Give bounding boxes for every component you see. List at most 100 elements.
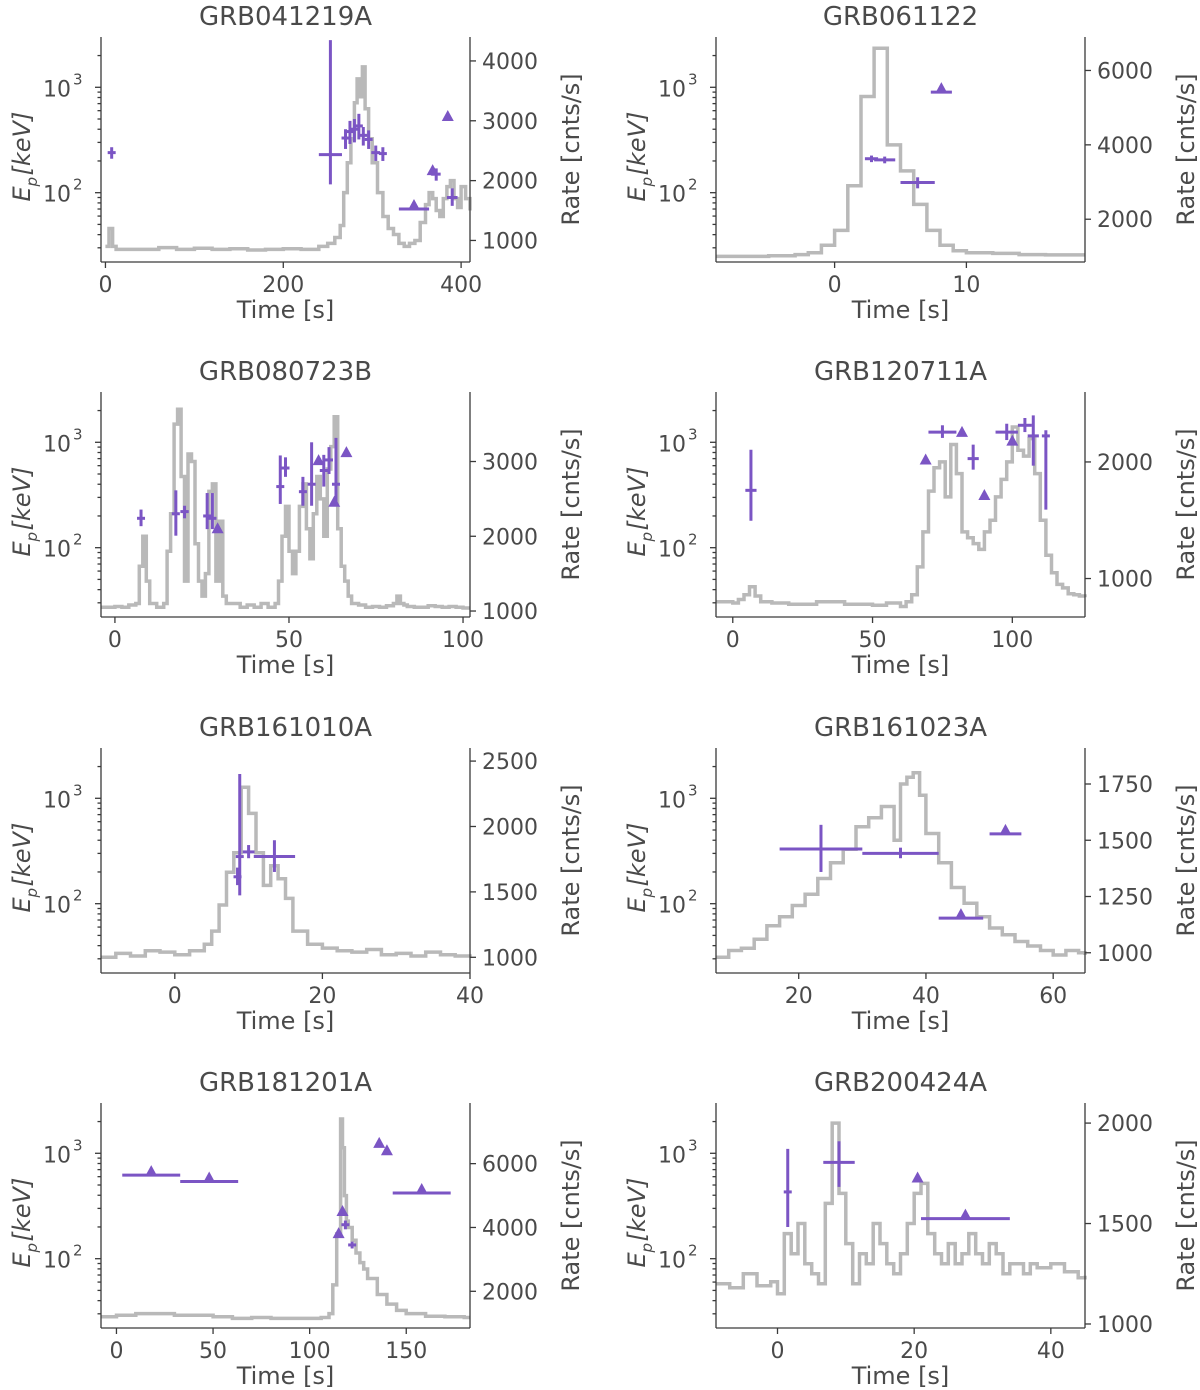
lower-limit-marker xyxy=(336,1204,349,1216)
ep-point xyxy=(967,444,979,470)
ep-point xyxy=(900,177,935,189)
y-left-tick-label: 10 xyxy=(43,183,71,208)
y-right-tick-label: 2000 xyxy=(482,170,538,195)
ep-point xyxy=(378,147,387,161)
lower-limit-marker xyxy=(415,1182,428,1194)
right-axis-label: Rate [cnts/s] xyxy=(1172,428,1200,580)
lower-limit-marker xyxy=(373,1136,386,1148)
panel-title: GRB161010A xyxy=(199,713,372,743)
lower-limit-marker xyxy=(978,488,991,500)
ep-label-main: E xyxy=(8,897,36,913)
y-right-tick-label: 4000 xyxy=(482,50,538,75)
ep-point xyxy=(350,119,359,143)
lower-limit-marker xyxy=(426,164,439,176)
y-left-tick-label: 10 xyxy=(43,538,71,563)
ep-point xyxy=(137,509,146,527)
left-axis-label: Ep[keV] xyxy=(8,112,41,202)
ep-point xyxy=(325,447,334,475)
ep-point xyxy=(203,493,212,530)
x-tick-label: 0 xyxy=(109,1339,123,1364)
ep-point xyxy=(298,476,307,506)
ep-label-sub: p xyxy=(638,1243,656,1254)
ep-lower-limit xyxy=(398,199,430,211)
right-axis-label: Rate [cnts/s] xyxy=(557,428,585,580)
x-axis-label: Time [s] xyxy=(236,651,335,679)
y-right-tick-label: 4000 xyxy=(1097,134,1153,159)
ep-label-main: E xyxy=(623,186,651,202)
y-right-tick-label: 3000 xyxy=(482,110,538,135)
ep-label-unit: [keV] xyxy=(8,112,36,176)
x-tick-label: 0 xyxy=(108,628,122,653)
y-right-tick-label: 1000 xyxy=(1097,568,1153,593)
light-curve xyxy=(105,65,472,252)
ep-point xyxy=(779,824,863,872)
ep-label-main: E xyxy=(623,541,651,557)
ep-point xyxy=(307,442,316,506)
y-left-tick-exponent: 3 xyxy=(688,1136,698,1154)
lower-limit-marker xyxy=(332,1227,345,1239)
y-left-tick-exponent: 2 xyxy=(688,887,698,905)
y-left-tick-label: 10 xyxy=(658,183,686,208)
ep-label-main: E xyxy=(623,1252,651,1268)
ep-point xyxy=(242,845,255,859)
ep-label-sub: p xyxy=(23,888,41,899)
ep-point xyxy=(235,773,244,896)
left-axis-label: Ep[keV] xyxy=(623,467,656,557)
y-right-tick-label: 6000 xyxy=(1097,59,1153,84)
ep-lower-limit xyxy=(938,908,984,920)
light-curve xyxy=(716,425,1087,609)
ep-point xyxy=(318,40,342,185)
ep-label-unit: [keV] xyxy=(623,823,651,887)
y-right-tick-label: 2000 xyxy=(482,525,538,550)
panel-title: GRB041219A xyxy=(199,2,372,32)
y-left-tick-exponent: 3 xyxy=(73,70,83,88)
ep-label-sub: p xyxy=(23,177,41,188)
ep-point xyxy=(281,457,290,477)
lower-limit-marker xyxy=(407,199,420,211)
y-right-tick-label: 1000 xyxy=(482,600,538,625)
ep-lower-limit xyxy=(956,425,968,437)
ep-point xyxy=(171,490,180,536)
y-right-tick-label: 2500 xyxy=(482,750,538,775)
ep-lower-limit xyxy=(180,1171,239,1183)
ep-label-unit: [keV] xyxy=(8,1178,36,1242)
y-left-tick-exponent: 2 xyxy=(688,1242,698,1260)
light-curve xyxy=(101,1117,470,1321)
ep-point xyxy=(995,423,1018,441)
y-left-tick-label: 10 xyxy=(43,1249,71,1274)
x-tick-label: 50 xyxy=(859,628,887,653)
ep-point xyxy=(874,156,896,164)
y-right-tick-label: 1000 xyxy=(1097,1313,1153,1338)
x-tick-label: 0 xyxy=(726,628,740,653)
ep-lower-limit xyxy=(122,1165,181,1177)
ep-lower-limit xyxy=(373,1136,386,1148)
y-left-tick-label: 10 xyxy=(658,432,686,457)
y-right-tick-label: 3000 xyxy=(482,451,538,476)
right-axis-label: Rate [cnts/s] xyxy=(1172,73,1200,225)
y-left-tick-exponent: 3 xyxy=(73,425,83,443)
ep-point xyxy=(1027,415,1039,466)
lower-limit-marker xyxy=(312,454,325,466)
lower-limit-marker xyxy=(1006,434,1019,446)
y-left-tick-label: 10 xyxy=(658,1143,686,1168)
x-tick-label: 20 xyxy=(900,1339,928,1364)
ep-point xyxy=(823,1141,855,1187)
lower-limit-marker xyxy=(935,82,948,94)
y-right-tick-label: 6000 xyxy=(482,1153,538,1178)
x-tick-label: 10 xyxy=(952,273,980,298)
x-tick-label: 40 xyxy=(912,984,940,1009)
ep-lower-limit xyxy=(911,1171,924,1183)
ep-lower-limit xyxy=(312,454,325,466)
ep-lower-limit xyxy=(989,823,1022,836)
ep-lower-limit xyxy=(332,1227,345,1239)
panel-title: GRB200424A xyxy=(814,1068,987,1098)
y-right-tick-label: 1000 xyxy=(482,229,538,254)
y-left-tick-exponent: 3 xyxy=(688,70,698,88)
ep-lower-limit xyxy=(211,522,224,534)
ep-lower-limit xyxy=(426,164,439,176)
x-axis-label: Time [s] xyxy=(236,296,335,324)
